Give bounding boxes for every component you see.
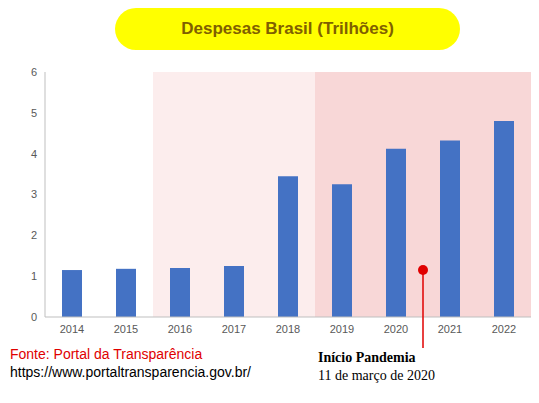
html-text:11 de março de 2020: 11 de março de 2020 [318, 368, 435, 383]
svg-text:2017: 2017 [222, 323, 246, 335]
svg-text:2021: 2021 [438, 323, 462, 335]
svg-text:4: 4 [31, 148, 37, 160]
svg-text:2016: 2016 [168, 323, 192, 335]
svg-text:5: 5 [31, 107, 37, 119]
svg-text:2: 2 [31, 229, 37, 241]
html-text:Início Pandemia: Início Pandemia [318, 350, 416, 365]
html-text:https://www.portaltransparenci: https://www.portaltransparencia.gov.br/ [10, 364, 251, 380]
svg-text:2019: 2019 [330, 323, 354, 335]
svg-text:2014: 2014 [60, 323, 84, 335]
svg-text:0: 0 [31, 311, 37, 323]
svg-text:6: 6 [31, 66, 37, 78]
svg-text:2018: 2018 [276, 323, 300, 335]
svg-text:3: 3 [31, 188, 37, 200]
svg-text:2015: 2015 [114, 323, 138, 335]
html-text:Despesas Brasil (Trilhões): Despesas Brasil (Trilhões) [181, 19, 394, 38]
html-text:Fonte: Portal da Transparência: Fonte: Portal da Transparência [10, 346, 203, 362]
svg-text:2020: 2020 [384, 323, 408, 335]
svg-text:1: 1 [31, 270, 37, 282]
svg-text:2022: 2022 [492, 323, 516, 335]
